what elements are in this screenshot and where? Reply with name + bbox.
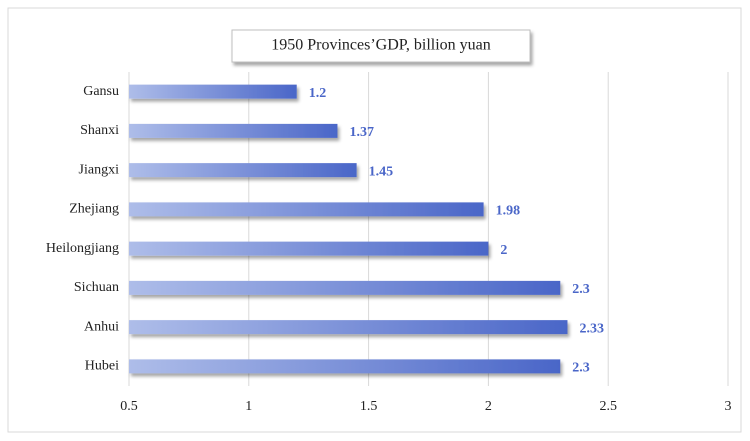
- y-tick-label: Heilongjiang: [46, 241, 119, 256]
- bar: [129, 359, 561, 374]
- data-label: 2.3: [572, 361, 590, 376]
- bar: [129, 241, 489, 256]
- data-label: 2.3: [572, 282, 590, 297]
- data-label: 2.33: [579, 321, 604, 336]
- bar: [129, 202, 484, 217]
- title-box: [231, 29, 531, 63]
- y-tick-label: Hubei: [85, 359, 119, 374]
- x-tick-label: 1: [245, 399, 252, 414]
- x-tick-label: 2.5: [599, 399, 617, 414]
- y-tick-label: Sichuan: [74, 280, 119, 295]
- y-tick-label: Jiangxi: [79, 162, 120, 177]
- data-label: 1.2: [309, 86, 327, 101]
- bar: [129, 320, 568, 335]
- y-tick-label: Anhui: [84, 319, 119, 334]
- bar: [129, 280, 561, 295]
- x-tick-label: 1.5: [360, 399, 378, 414]
- y-tick-label: Gansu: [83, 84, 119, 99]
- bar: [129, 123, 338, 138]
- data-label: 2: [500, 243, 507, 258]
- x-tick-label: 0.5: [120, 399, 138, 414]
- bar: [129, 163, 357, 178]
- data-label: 1.98: [496, 204, 521, 219]
- y-tick-label: Shanxi: [80, 123, 119, 138]
- y-tick-label: Zhejiang: [69, 202, 119, 217]
- x-tick-label: 3: [725, 399, 732, 414]
- x-tick-label: 2: [485, 399, 492, 414]
- bar: [129, 84, 297, 99]
- data-label: 1.45: [369, 164, 394, 179]
- data-label: 1.37: [349, 125, 374, 140]
- chart-title: 1950 Provinces’GDP, billion yuan: [271, 37, 491, 54]
